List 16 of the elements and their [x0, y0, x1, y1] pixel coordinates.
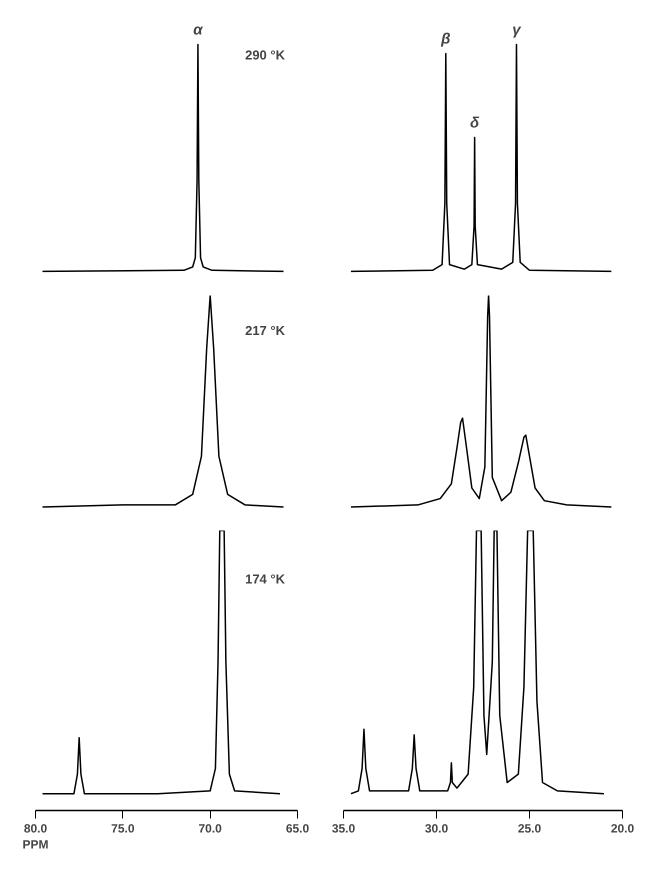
annotation: δ — [470, 114, 480, 132]
x-tick-label: 75.0 — [111, 822, 135, 836]
annotation: 174 °K — [245, 572, 286, 586]
x-tick-label: 80.0 — [24, 822, 48, 836]
x-axis-title: PPM — [22, 838, 49, 852]
x-tick-label: 65.0 — [286, 822, 310, 836]
annotation: 290 °K — [245, 48, 286, 63]
annotation: 217 °K — [245, 322, 286, 338]
x-tick-label: 30.0 — [424, 822, 449, 836]
x-tick-label: 25.0 — [518, 822, 542, 836]
x-tick-label: 70.0 — [198, 822, 222, 836]
x-tick-label: 20.0 — [610, 822, 635, 836]
x-tick-label: 35.0 — [332, 822, 356, 836]
annotation: β — [440, 30, 450, 48]
annotation: α — [193, 22, 204, 39]
annotation: γ — [512, 22, 522, 39]
